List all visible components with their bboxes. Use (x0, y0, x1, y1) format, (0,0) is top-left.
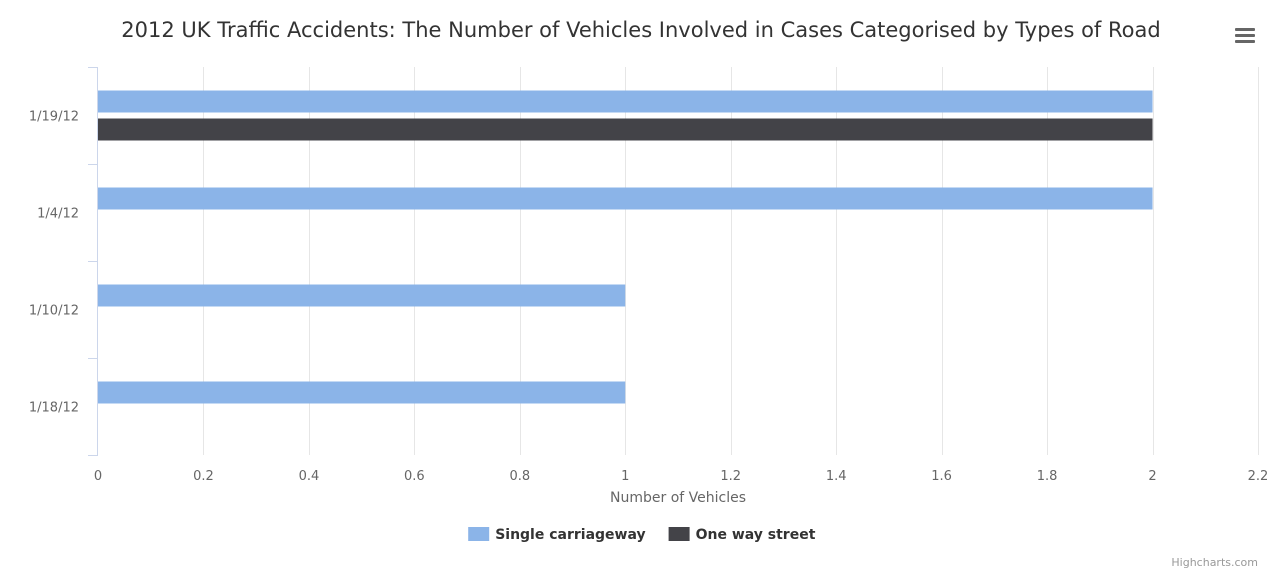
credits-link[interactable]: Highcharts.com (1171, 556, 1258, 569)
legend-label: Single carriageway (495, 527, 645, 543)
bar-single-carriageway[interactable] (98, 90, 1153, 113)
axis-layer (88, 67, 98, 456)
legend-item-one-way-street[interactable]: One way street (668, 527, 816, 543)
x-tick-label: 0.2 (193, 469, 214, 484)
x-tick-label: 1.2 (720, 469, 741, 484)
x-tick-label: 1.8 (1037, 469, 1058, 484)
bar-single-carriageway[interactable] (98, 381, 626, 404)
y-category-label: 1/4/12 (37, 207, 79, 222)
x-tick-label: 2.2 (1248, 469, 1269, 484)
labels-layer: 0 0.2 0.4 0.6 0.8 1 1.2 1.4 1.6 1.8 2 2.2 1/19/12 1/4… (29, 110, 1268, 485)
x-tick-label: 0.8 (509, 469, 530, 484)
x-axis-title: Number of Vehicles (610, 490, 746, 506)
x-tick-label: 0.6 (404, 469, 425, 484)
legend-label: One way street (696, 527, 816, 543)
hamburger-menu-icon (1235, 33, 1255, 37)
bar-one-way-street[interactable] (98, 118, 1153, 141)
chart-title: 2012 UK Traffic Accidents: The Number of… (121, 18, 1160, 42)
y-category-label: 1/19/12 (29, 110, 79, 125)
legend-swatch (468, 527, 490, 541)
x-tick-label: 0 (94, 469, 102, 484)
chart-menu-button[interactable] (1228, 20, 1262, 50)
y-category-label: 1/10/12 (29, 304, 79, 319)
bar-single-carriageway[interactable] (98, 284, 626, 307)
x-tick-label: 0.4 (299, 469, 320, 484)
legend: Single carriageway One way street (468, 527, 816, 543)
y-category-label: 1/18/12 (29, 401, 79, 416)
x-tick-label: 1.6 (931, 469, 952, 484)
x-tick-label: 2 (1148, 469, 1156, 484)
hamburger-menu-icon (1235, 27, 1255, 31)
bar-single-carriageway[interactable] (98, 187, 1153, 210)
bars-layer (98, 90, 1153, 404)
x-tick-label: 1.4 (826, 469, 847, 484)
hamburger-menu-icon (1235, 39, 1255, 43)
legend-item-single-carriageway[interactable]: Single carriageway (468, 527, 646, 543)
legend-swatch (668, 527, 690, 541)
x-tick-label: 1 (621, 469, 629, 484)
